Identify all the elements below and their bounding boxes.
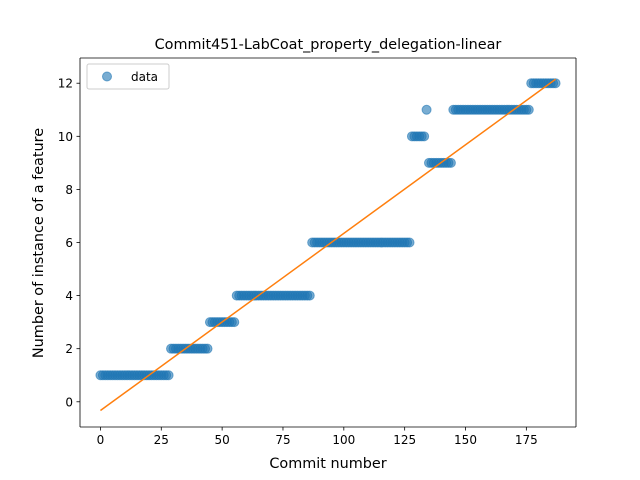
data-point bbox=[445, 157, 456, 168]
legend: data bbox=[86, 63, 170, 90]
data-point bbox=[163, 370, 174, 381]
y-tick-label: 2 bbox=[65, 342, 73, 356]
data-point bbox=[202, 343, 213, 354]
x-tick-label: 150 bbox=[454, 433, 477, 447]
data-point bbox=[421, 104, 432, 115]
chart-title: Commit451-LabCoat_property_delegation-li… bbox=[155, 37, 502, 53]
y-tick-label: 0 bbox=[65, 395, 73, 409]
legend-marker bbox=[102, 71, 112, 82]
x-tick-label: 0 bbox=[97, 433, 105, 447]
x-tick-label: 50 bbox=[214, 433, 229, 447]
y-tick-label: 10 bbox=[58, 130, 73, 144]
x-tick-label: 75 bbox=[275, 433, 290, 447]
data-point bbox=[523, 104, 534, 115]
y-tick-label: 8 bbox=[65, 183, 73, 197]
y-tick-label: 6 bbox=[65, 236, 73, 250]
x-axis-label: Commit number bbox=[269, 456, 386, 472]
x-tick-label: 100 bbox=[332, 433, 355, 447]
legend-box bbox=[86, 63, 170, 90]
y-tick-label: 12 bbox=[58, 77, 73, 91]
y-axis-label: Number of instance of a feature bbox=[31, 128, 47, 358]
fit-line bbox=[100, 78, 556, 412]
x-tick-label: 125 bbox=[393, 433, 416, 447]
x-tick-label: 175 bbox=[515, 433, 538, 447]
data-point bbox=[229, 317, 240, 328]
x-tick-label: 25 bbox=[154, 433, 169, 447]
fit-line-layer bbox=[100, 78, 556, 412]
data-point bbox=[419, 131, 430, 142]
data-point bbox=[304, 290, 315, 301]
ticks: 0 25 50 75 100 125 150 175 0 2 4 6 8 10 12 bbox=[58, 77, 538, 447]
y-tick-label: 4 bbox=[65, 289, 73, 303]
legend-label: data bbox=[131, 70, 158, 84]
data-point bbox=[404, 237, 415, 248]
